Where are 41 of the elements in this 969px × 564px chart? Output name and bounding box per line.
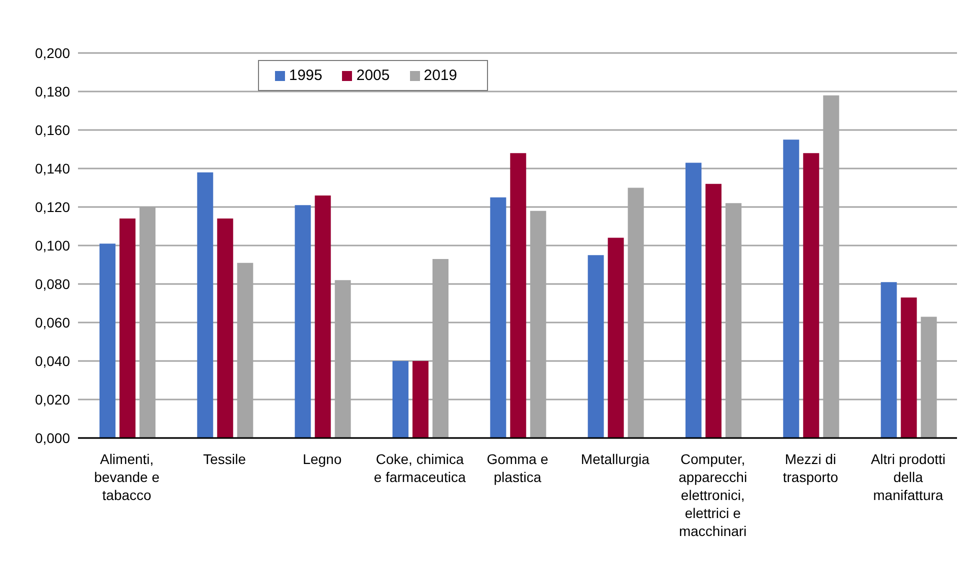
bar	[510, 153, 526, 438]
x-tick-label: Mezzi di trasporto	[782, 451, 838, 485]
bar	[490, 197, 506, 438]
y-tick-label: 0,020	[34, 391, 70, 408]
y-tick-label: 0,140	[34, 160, 70, 176]
bar	[705, 184, 722, 438]
y-tick-label: 0,200	[34, 44, 70, 61]
legend-label: 1995	[289, 67, 322, 84]
bar	[588, 255, 604, 438]
bar	[314, 195, 331, 438]
bar	[294, 205, 311, 438]
x-tick-label: Metallurgia	[580, 451, 650, 467]
bar	[99, 244, 116, 438]
bar	[119, 218, 136, 438]
bar	[608, 238, 624, 438]
bar	[217, 218, 234, 438]
legend-label: 2005	[356, 67, 390, 84]
x-tick-label: Gomma e plastica	[486, 451, 548, 485]
bar	[412, 361, 428, 438]
bar	[880, 282, 897, 438]
y-tick-label: 0,040	[34, 352, 70, 369]
y-tick-label: 0,180	[34, 83, 70, 100]
bar	[803, 153, 820, 438]
bar	[197, 172, 214, 438]
y-tick-label: 0,120	[34, 198, 70, 215]
y-tick-label: 0,080	[34, 276, 70, 292]
x-tick-label: Legno	[302, 451, 342, 467]
x-tick-label: Altri prodotti della manifattura	[870, 451, 946, 503]
legend-label: 2019	[424, 67, 458, 84]
y-tick-label: 0,060	[34, 314, 70, 330]
bar	[685, 162, 702, 438]
x-tick-label: Alimenti, bevande e tabacco	[94, 451, 160, 503]
x-tick-label: Coke, chimica e farmaceutica	[374, 451, 466, 485]
y-tick-label: 0,000	[34, 430, 70, 446]
bar	[783, 140, 800, 438]
x-tick-label: Computer, apparecchi elettronici, elettrici e macchinari	[678, 451, 748, 539]
bar	[392, 361, 408, 438]
y-tick-label: 0,160	[34, 122, 70, 138]
bar	[900, 297, 917, 438]
y-tick-label: 0,100	[34, 237, 70, 254]
x-tick-label: Tessile	[203, 451, 246, 467]
